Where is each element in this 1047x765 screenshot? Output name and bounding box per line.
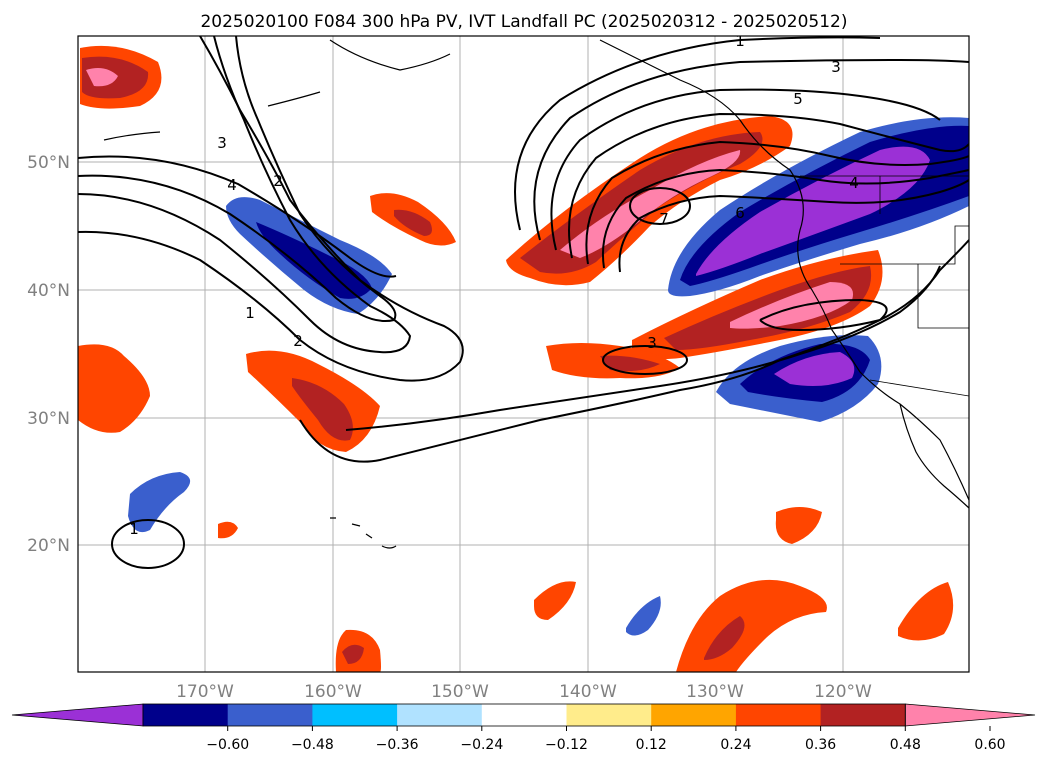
- colorbar-extend-high: [904, 703, 1036, 727]
- contour-label: 3: [831, 58, 841, 76]
- colorbar-tick-label: −0.12: [545, 737, 588, 753]
- contour-label: 4: [227, 176, 237, 194]
- contour-label: 2: [293, 332, 303, 350]
- colorbar-tick-label: 0.48: [890, 737, 921, 753]
- contour-label: 5: [793, 90, 803, 108]
- colorbar-segment: [735, 704, 822, 726]
- colorbar-segment: [566, 704, 652, 726]
- lon-label: 170°W: [176, 682, 234, 702]
- colorbar-tick-label: 0.24: [720, 737, 751, 753]
- colorbar-tick-label: 0.60: [974, 737, 1005, 753]
- positive-anomaly-fills: [78, 45, 954, 672]
- lon-label: 160°W: [304, 682, 362, 702]
- colorbar-extend-low: [11, 703, 144, 727]
- contour-label: 1: [245, 304, 255, 322]
- colorbar-segment: [397, 704, 483, 726]
- lon-label: 150°W: [431, 682, 489, 702]
- coastlines: [103, 39, 969, 549]
- colorbar-segment: [481, 704, 567, 726]
- colorbar-tick-label: −0.60: [206, 737, 249, 753]
- lat-label: 40°N: [27, 281, 70, 301]
- lat-label: 50°N: [27, 153, 70, 173]
- lat-labels: 50°N 40°N 30°N 20°N: [27, 153, 70, 556]
- contour-label: 3: [647, 334, 657, 352]
- colorbar-segment: [143, 704, 229, 726]
- colorbar-segment: [227, 704, 313, 726]
- colorbar-tick-label: 0.12: [636, 737, 667, 753]
- lon-label: 140°W: [559, 682, 617, 702]
- contour-label: 1: [735, 32, 745, 50]
- colorbar-tick-label: −0.36: [376, 737, 419, 753]
- colorbar-tick-label: −0.48: [291, 737, 334, 753]
- pv-contours: [78, 36, 969, 569]
- contour-label: 7: [659, 210, 669, 228]
- colorbar-tick-label: 0.36: [805, 737, 836, 753]
- contour-labels: 1 2 3 4 1 2 3 5 1 3 7 6 4 3: [129, 32, 859, 538]
- contour-label: 1: [129, 520, 139, 538]
- lon-label: 130°W: [686, 682, 744, 702]
- lon-labels: 170°W 160°W 150°W 140°W 130°W 120°W: [176, 682, 872, 702]
- lat-label: 30°N: [27, 409, 70, 429]
- figure-title: 2025020100 F084 300 hPa PV, IVT Landfall…: [200, 12, 847, 32]
- colorbar-tick-label: −0.24: [460, 737, 503, 753]
- contour-label: 2: [273, 172, 283, 190]
- lon-label: 120°W: [814, 682, 872, 702]
- contour-label: 3: [217, 134, 227, 152]
- colorbar-segment: [651, 704, 737, 726]
- colorbar-segment: [312, 704, 398, 726]
- colorbar-outline: [142, 703, 906, 727]
- contour-label: 6: [735, 204, 745, 222]
- colorbar: −0.60 −0.48 −0.36 −0.24 −0.12 0.12 0.24 0.36 0.4…: [11, 703, 1036, 753]
- lat-label: 20°N: [27, 536, 70, 556]
- map-frame: [77, 35, 970, 673]
- contour-label: 4: [849, 174, 859, 192]
- colorbar-segment: [820, 704, 906, 726]
